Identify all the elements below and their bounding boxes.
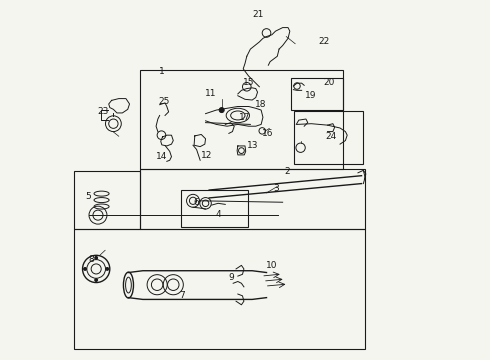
Bar [74,171,140,229]
Text: 23: 23 [98,107,109,116]
Bar [294,111,363,164]
Text: 9: 9 [228,273,234,282]
Bar [140,69,343,168]
Text: 25: 25 [159,97,170,106]
Bar [181,190,248,227]
Bar [140,168,365,229]
Circle shape [95,256,98,259]
Text: 14: 14 [156,152,168,161]
Text: 4: 4 [215,210,221,219]
Text: 1: 1 [159,67,165,76]
Text: 17: 17 [239,113,251,122]
Circle shape [219,108,224,113]
Text: 18: 18 [255,100,266,109]
Text: 12: 12 [201,152,212,161]
Text: 13: 13 [247,141,259,150]
Text: 5: 5 [85,192,91,201]
Text: 6: 6 [193,198,199,207]
Text: 21: 21 [252,10,264,19]
Text: 24: 24 [325,132,337,141]
Text: 11: 11 [205,89,217,98]
Text: 16: 16 [262,129,273,138]
Text: 20: 20 [323,78,335,87]
Circle shape [106,267,109,270]
Text: 2: 2 [284,167,290,176]
Circle shape [84,267,87,270]
Text: 3: 3 [274,184,279,193]
Text: 8: 8 [88,255,94,264]
Text: 10: 10 [266,261,278,270]
Text: 22: 22 [318,37,329,46]
Text: 19: 19 [304,90,316,99]
Bar [291,78,343,110]
Text: 7: 7 [179,291,185,300]
Circle shape [95,279,98,282]
Bar [74,229,365,349]
Text: 15: 15 [243,78,254,87]
